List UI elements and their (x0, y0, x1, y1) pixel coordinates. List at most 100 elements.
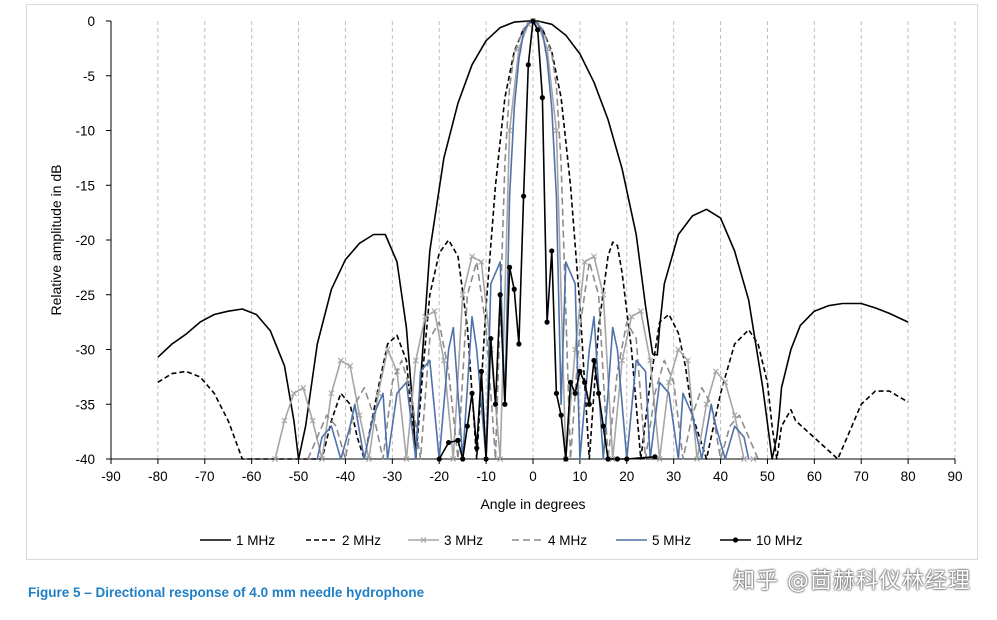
x-tick-label: -50 (289, 469, 309, 484)
x-tick-label: 50 (760, 469, 775, 484)
data-point-10-mhz (455, 437, 461, 443)
series-10-mhz (436, 18, 658, 462)
data-point-3-mhz (403, 456, 410, 462)
data-point-10-mhz (614, 456, 621, 462)
legend: 1 MHz 2 MHz 3 MHz 4 MHz 5 MHz 10 MHz (200, 533, 803, 548)
data-point-10-mhz (506, 264, 513, 270)
data-point-10-mhz (516, 341, 522, 347)
marker-stroke (347, 362, 354, 369)
marker-stroke (750, 456, 757, 462)
y-axis-label: Relative amplitude in dB (48, 165, 64, 316)
marker-stroke (403, 456, 410, 462)
data-point-10-mhz (521, 193, 527, 199)
data-point-3-mhz (309, 417, 316, 424)
data-point-10-mhz (446, 439, 452, 446)
data-point-10-mhz (502, 401, 508, 407)
legend-label: 2 MHz (342, 533, 381, 548)
axis-layer: -90 -80 -70 -60 -50 -40 -30 -20 -10 0 10 20 30 40 50 60… (75, 14, 962, 484)
series-line-3-mhz (274, 20, 754, 460)
marker-stroke (420, 537, 427, 543)
marker-stroke (722, 379, 729, 386)
data-point-3-mhz (703, 401, 710, 408)
x-tick-label: -80 (148, 469, 168, 484)
data-point-3-mhz (741, 456, 747, 462)
data-point-3-mhz (337, 357, 344, 364)
marker-stroke (440, 357, 447, 364)
legend-item-10-mhz: 10 MHz (720, 533, 803, 548)
legend-item-4-mhz: 4 MHz (512, 533, 587, 548)
data-point-3-mhz (675, 346, 682, 353)
legend-label: 4 MHz (548, 533, 587, 548)
watermark: 知乎 @茴赫科仪林经理 (733, 569, 971, 594)
data-point-10-mhz (478, 368, 485, 374)
marker-stroke (319, 456, 325, 462)
x-tick-label: 80 (901, 469, 916, 484)
data-point-10-mhz (553, 390, 560, 396)
data-point-3-mhz (328, 390, 335, 397)
x-tick-label: 40 (713, 469, 728, 484)
data-point-3-mhz (750, 456, 757, 462)
y-tick-label: -10 (75, 124, 95, 139)
chart-frame (26, 4, 978, 560)
marker-stroke (365, 456, 372, 462)
marker-stroke (281, 417, 288, 424)
x-tick-label: 20 (619, 469, 634, 484)
y-tick-label: -15 (75, 178, 95, 193)
data-point-3-mhz (656, 456, 663, 462)
data-point-10-mhz (460, 456, 466, 462)
directional-response-chart: -90 -80 -70 -60 -50 -40 -30 -20 -10 0 10 20 30 40 50 60… (48, 14, 963, 548)
data-point-10-mhz (436, 456, 442, 462)
marker-stroke (581, 258, 588, 265)
figure-caption: Figure 5 – Directional response of 4.0 m… (28, 585, 425, 600)
x-axis-label: Angle in degrees (480, 496, 585, 512)
data-point-3-mhz (375, 390, 382, 397)
legend-item-1-mhz: 1 MHz (200, 533, 275, 548)
data-point-3-mhz (412, 357, 419, 364)
data-point-10-mhz (652, 454, 658, 460)
y-tick-label: 0 (87, 14, 95, 29)
data-point-3-mhz (384, 346, 391, 353)
x-tick-label: -40 (336, 469, 356, 484)
marker-stroke (619, 357, 626, 364)
marker-stroke (637, 308, 644, 315)
data-point-10-mhz (535, 27, 541, 33)
data-point-10-mhz (572, 390, 578, 396)
data-point-3-mhz (450, 456, 457, 462)
y-tick-label: -20 (75, 233, 95, 248)
data-point-10-mhz (511, 286, 517, 292)
marker-stroke (469, 253, 476, 260)
marker-stroke (741, 456, 747, 462)
x-tick-label: 90 (947, 469, 962, 484)
data-point-10-mhz (596, 390, 602, 396)
marker-stroke (590, 253, 597, 260)
x-tick-label: 30 (666, 469, 681, 484)
legend-label: 10 MHz (756, 533, 803, 548)
grid-layer (157, 21, 956, 459)
data-point-10-mhz (624, 456, 630, 462)
series-line-10-mhz (438, 20, 655, 460)
y-tick-label: -30 (75, 343, 95, 358)
data-point-3-mhz (431, 308, 438, 315)
data-point-3-mhz (422, 313, 429, 320)
x-tick-label: 0 (529, 469, 537, 484)
marker-stroke (628, 313, 635, 320)
marker-stroke (600, 291, 607, 298)
data-point-10-mhz (586, 401, 592, 407)
y-tick-label: -40 (75, 452, 95, 467)
x-tick-label: -70 (195, 469, 215, 484)
data-point-10-mhz (549, 248, 555, 254)
data-point-10-mhz (563, 456, 569, 462)
data-point-3-mhz (478, 258, 485, 265)
x-tick-label: -60 (242, 469, 262, 484)
marker-stroke (665, 379, 672, 386)
y-tick-label: -35 (75, 397, 95, 412)
data-point-3-mhz (300, 384, 307, 391)
marker-stroke (459, 291, 466, 298)
x-tick-label: 10 (572, 469, 587, 484)
data-point-3-mhz (684, 357, 691, 364)
data-point-3-mhz (694, 456, 701, 462)
data-point-3-mhz (347, 362, 354, 369)
data-point-10-mhz (469, 390, 475, 396)
marker-stroke (290, 390, 297, 397)
data-point-3-mhz (665, 379, 672, 386)
